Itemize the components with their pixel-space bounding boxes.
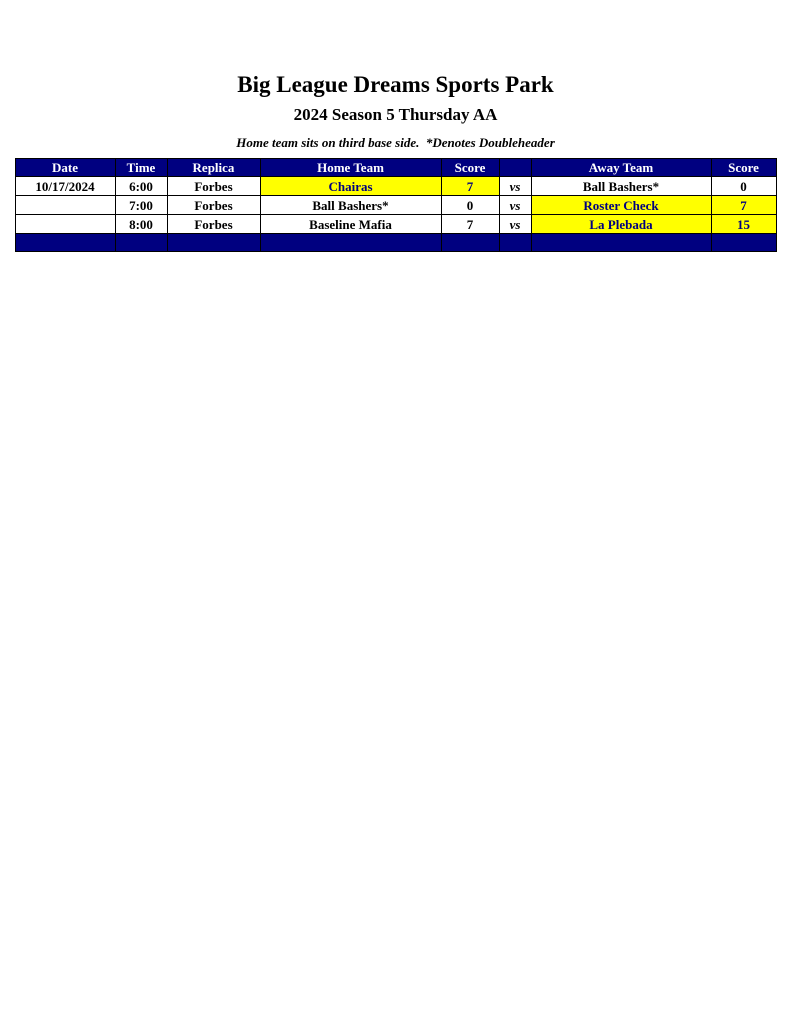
column-header-home-score: Score: [440, 158, 500, 177]
vs-cell: vs: [498, 214, 532, 234]
home-team-cell: Ball Bashers*: [259, 195, 442, 215]
info-note: Home team sits on third base side. *Deno…: [236, 135, 555, 150]
schedule-document: Big League Dreams Sports Park 2024 Seaso…: [0, 0, 791, 252]
column-header-date: Date: [14, 158, 116, 177]
date-cell: [14, 195, 116, 215]
empty-cell: [166, 233, 261, 252]
empty-cell: [710, 233, 777, 252]
vs-cell: vs: [498, 176, 532, 196]
away-team-cell: Ball Bashers*: [530, 176, 712, 196]
away-team-cell: Roster Check: [530, 195, 712, 215]
home-score-cell: 7: [440, 214, 500, 234]
away-score-cell: 15: [710, 214, 777, 234]
home-team-cell: Baseline Mafia: [259, 214, 442, 234]
time-cell: 6:00: [114, 176, 168, 196]
empty-cell: [498, 233, 532, 252]
table-row: 10/17/2024 6:00 Forbes Chairas 7 vs Ball…: [14, 176, 777, 196]
away-score-cell: 0: [710, 176, 777, 196]
column-header-replica: Replica: [166, 158, 261, 177]
column-header-away-score: Score: [710, 158, 777, 177]
away-team-cell: La Plebada: [530, 214, 712, 234]
time-cell: 8:00: [114, 214, 168, 234]
time-cell: 7:00: [114, 195, 168, 215]
column-header-away-team: Away Team: [530, 158, 712, 177]
empty-cell: [530, 233, 712, 252]
home-score-cell: 7: [440, 176, 500, 196]
page-title: Big League Dreams Sports Park: [237, 72, 554, 97]
table-header-row: Date Time Replica Home Team Score Away T…: [14, 158, 777, 177]
replica-cell: Forbes: [166, 176, 261, 196]
column-header-time: Time: [114, 158, 168, 177]
games-table: Date Time Replica Home Team Score Away T…: [14, 158, 777, 252]
season-subtitle: 2024 Season 5 Thursday AA: [293, 105, 498, 124]
replica-cell: Forbes: [166, 214, 261, 234]
empty-filler-row: [14, 233, 777, 252]
empty-cell: [14, 233, 116, 252]
away-score-cell: 7: [710, 195, 777, 215]
home-team-cell: Chairas: [259, 176, 442, 196]
column-header-vs-spacer: [498, 158, 532, 177]
replica-cell: Forbes: [166, 195, 261, 215]
empty-cell: [114, 233, 168, 252]
empty-cell: [259, 233, 442, 252]
column-header-home-team: Home Team: [259, 158, 442, 177]
vs-cell: vs: [498, 195, 532, 215]
table-row: 8:00 Forbes Baseline Mafia 7 vs La Pleba…: [14, 214, 777, 234]
date-cell: 10/17/2024: [14, 176, 116, 196]
home-score-cell: 0: [440, 195, 500, 215]
table-row: 7:00 Forbes Ball Bashers* 0 vs Roster Ch…: [14, 195, 777, 215]
date-cell: [14, 214, 116, 234]
empty-cell: [440, 233, 500, 252]
